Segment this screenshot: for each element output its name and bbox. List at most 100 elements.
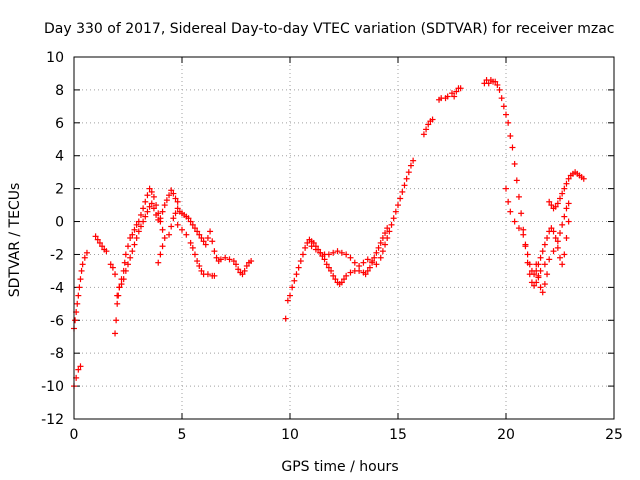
data-point (371, 254, 378, 261)
data-point (83, 249, 90, 256)
data-point (407, 162, 414, 169)
data-point (347, 269, 354, 276)
data-point (125, 261, 131, 268)
data-point (563, 180, 570, 187)
data-point (559, 190, 566, 197)
data-point (131, 241, 138, 248)
data-point (207, 228, 214, 235)
data-point (297, 258, 304, 265)
y-axis-title: SDTVAR / TECUs (7, 183, 23, 298)
data-point (230, 258, 237, 265)
data-point (189, 244, 196, 251)
y-tick-label: -4 (50, 280, 64, 296)
data-point (338, 249, 345, 256)
data-point (74, 300, 81, 307)
data-point (373, 249, 380, 256)
y-tick-label: -6 (50, 313, 64, 329)
data-point (127, 254, 134, 261)
data-point (550, 228, 557, 235)
data-point (146, 185, 153, 192)
data-point (137, 223, 144, 230)
data-point (99, 243, 106, 250)
data-point (533, 279, 540, 286)
data-point (384, 235, 391, 241)
data-point (375, 244, 382, 251)
data-point (364, 267, 371, 274)
data-point (157, 215, 164, 222)
x-tick-label: 25 (605, 427, 623, 443)
data-point (233, 261, 239, 268)
data-point (155, 259, 162, 266)
data-point (334, 248, 341, 255)
data-point (202, 241, 209, 248)
data-point (209, 238, 216, 245)
data-point (187, 239, 194, 246)
data-point (172, 210, 179, 217)
data-point (382, 241, 389, 248)
data-point (159, 226, 166, 233)
data-point (515, 193, 522, 200)
data-point (539, 248, 546, 255)
data-point (129, 248, 136, 255)
data-point (81, 254, 88, 261)
data-point (304, 239, 311, 246)
data-point (505, 119, 512, 126)
data-point (241, 267, 248, 274)
data-point (565, 175, 572, 182)
data-point (96, 239, 103, 246)
data-point (362, 271, 369, 278)
data-point (161, 202, 168, 209)
data-point (425, 121, 432, 128)
data-point (507, 132, 514, 139)
data-point (539, 289, 546, 296)
data-point (213, 254, 220, 261)
data-point (127, 235, 134, 241)
data-point (537, 254, 544, 261)
data-point (312, 246, 319, 253)
data-point (185, 215, 192, 222)
data-point (533, 267, 540, 274)
data-point (187, 218, 194, 225)
data-point (347, 254, 354, 261)
data-point (511, 218, 518, 225)
data-point (284, 297, 291, 304)
data-point (360, 259, 367, 266)
data-point (125, 243, 131, 250)
data-point (338, 279, 345, 286)
data-point (399, 188, 406, 195)
data-point (131, 226, 138, 233)
data-point (133, 221, 140, 228)
data-point (144, 192, 151, 199)
data-point (129, 231, 136, 238)
data-point (166, 192, 173, 199)
data-point (537, 284, 544, 291)
data-point (420, 131, 427, 138)
data-point (563, 205, 570, 212)
data-point (75, 366, 82, 373)
data-point (403, 175, 410, 182)
data-point (485, 80, 492, 87)
y-tick-label: -12 (41, 412, 64, 428)
data-point (405, 169, 412, 176)
data-point (386, 228, 393, 235)
data-point (544, 235, 551, 241)
data-point (172, 195, 179, 202)
data-point (135, 228, 142, 235)
data-point (243, 262, 250, 269)
y-tick-label: -2 (50, 247, 64, 263)
data-point (377, 254, 384, 261)
data-point (157, 251, 164, 258)
data-point (122, 251, 129, 258)
data-point (121, 259, 128, 266)
data-point (133, 235, 140, 241)
data-point (77, 276, 84, 283)
data-point (204, 235, 211, 241)
data-point (390, 215, 397, 222)
data-point (535, 274, 542, 281)
chart-title: Day 330 of 2017, Sidereal Day-to-day VTE… (44, 21, 614, 37)
data-point (325, 264, 332, 271)
y-tick-label: -8 (50, 346, 64, 362)
data-point (496, 86, 503, 93)
data-point (118, 281, 125, 288)
data-point (580, 175, 587, 182)
